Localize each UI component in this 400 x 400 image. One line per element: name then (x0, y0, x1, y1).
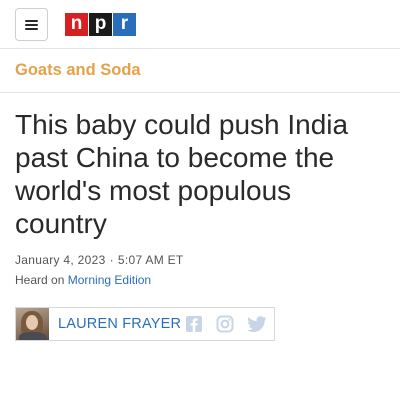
dateline: January 4, 2023 · 5:07 AM ET (15, 253, 184, 267)
logo-letter-r: r (113, 13, 136, 36)
instagram-icon[interactable] (216, 315, 234, 333)
byline: LAUREN FRAYER (15, 307, 275, 341)
npr-logo[interactable]: n p r (65, 13, 136, 36)
social-icons (185, 315, 267, 333)
section-bar: Goats and Soda (0, 49, 400, 93)
article-date: January 4, 2023 (15, 253, 106, 267)
facebook-icon[interactable] (185, 315, 203, 333)
heard-on: Heard on Morning Edition (15, 273, 151, 287)
logo-letter-p: p (89, 13, 112, 36)
heard-on-prefix: Heard on (15, 273, 65, 287)
logo-letter-n: n (65, 13, 88, 36)
hamburger-menu-icon (25, 19, 38, 30)
author-name-link[interactable]: LAUREN FRAYER (58, 316, 182, 332)
author-avatar[interactable] (16, 308, 49, 340)
section-title-link[interactable]: Goats and Soda (15, 61, 141, 79)
dateline-separator: · (109, 253, 114, 267)
site-header: n p r (0, 0, 400, 49)
twitter-icon[interactable] (247, 315, 267, 333)
article-headline: This baby could push India past China to… (15, 109, 349, 239)
article-time: 5:07 AM ET (117, 253, 184, 267)
heard-on-show-link[interactable]: Morning Edition (67, 273, 152, 287)
menu-button[interactable] (15, 8, 48, 41)
